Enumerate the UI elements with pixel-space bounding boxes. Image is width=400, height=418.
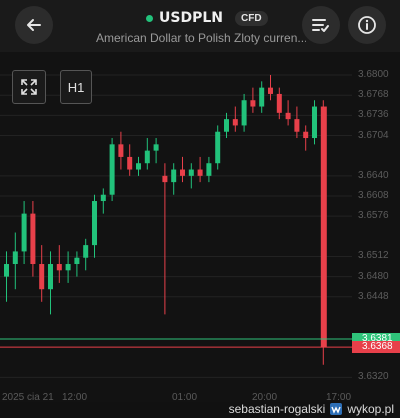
candle-body xyxy=(83,245,89,258)
price-axis-label: 3.6480 xyxy=(358,270,389,282)
price-axis-label: 3.6320 xyxy=(358,371,389,383)
time-axis-label: 12:00 xyxy=(62,392,88,403)
timeframe-button[interactable]: H1 xyxy=(60,70,92,104)
candle-body xyxy=(285,112,291,120)
price-axis-label: 3.6512 xyxy=(358,250,389,262)
footer-strip xyxy=(0,402,400,418)
instrument-title: USDPLN CFD xyxy=(146,10,268,26)
candle-body xyxy=(276,93,282,113)
instrument-description: American Dollar to Polish Zloty curren..… xyxy=(96,31,306,45)
candle-body xyxy=(180,169,185,176)
watermark: sebastian-rogalski wykop.pl xyxy=(229,402,394,416)
symbol-label: USDPLN xyxy=(159,10,223,26)
fullscreen-button[interactable] xyxy=(12,70,46,104)
candle-body xyxy=(56,264,62,271)
candle-body xyxy=(21,213,27,252)
instrument-type-badge: CFD xyxy=(234,10,268,26)
candle-body xyxy=(136,163,141,170)
top-bar: USDPLN CFD American Dollar to Polish Zlo… xyxy=(0,0,400,52)
candle-body xyxy=(144,150,150,164)
candle-body xyxy=(109,144,115,195)
time-axis-label: 17:00 xyxy=(326,392,352,403)
candle-body xyxy=(312,106,317,139)
candle-body xyxy=(65,264,71,271)
candle-body xyxy=(206,163,212,176)
candle-body xyxy=(320,106,327,348)
time-axis-label: 01:00 xyxy=(172,392,198,403)
info-icon xyxy=(358,16,376,34)
candle-body xyxy=(294,119,300,132)
price-axis-label: 3.6768 xyxy=(358,89,389,101)
candle-body xyxy=(92,201,97,246)
candle-body xyxy=(224,119,229,132)
candle-body xyxy=(48,264,53,290)
candle-body xyxy=(215,131,221,164)
candle-body xyxy=(162,175,168,183)
candle-body xyxy=(232,119,238,126)
candle-body xyxy=(303,131,309,139)
candle-body xyxy=(197,169,203,176)
candle-body xyxy=(259,87,265,107)
market-open-indicator xyxy=(146,14,153,22)
candle-body xyxy=(39,264,45,290)
candle-body xyxy=(241,100,247,126)
candle-body xyxy=(12,251,18,265)
price-axis-label: 3.6704 xyxy=(358,129,389,141)
back-button[interactable] xyxy=(15,6,53,44)
price-axis-label: 3.6448 xyxy=(358,290,389,302)
watchlist-button[interactable] xyxy=(302,6,340,44)
arrow-left-icon xyxy=(27,19,41,31)
expand-arrows-icon xyxy=(21,79,37,95)
candle-body xyxy=(153,144,159,151)
price-axis-label: 3.6800 xyxy=(358,69,389,81)
candle-body xyxy=(268,87,273,94)
candle-body xyxy=(4,264,9,277)
price-chart[interactable] xyxy=(0,52,400,418)
watermark-site: wykop.pl xyxy=(347,402,394,416)
candle-body xyxy=(74,257,80,265)
time-axis-label: 20:00 xyxy=(252,392,278,403)
price-axis-label: 3.6608 xyxy=(358,189,389,201)
candle-body xyxy=(171,169,177,183)
candle-body xyxy=(250,100,256,107)
candle-body xyxy=(30,213,36,265)
price-axis-label: 3.6640 xyxy=(358,169,389,181)
watermark-author: sebastian-rogalski xyxy=(228,402,326,416)
time-axis-label: 2025 cia 21 xyxy=(2,392,54,403)
list-check-icon xyxy=(312,19,329,32)
candlestick-chart[interactable] xyxy=(0,52,400,418)
info-button[interactable] xyxy=(348,6,386,44)
candle-body xyxy=(127,156,133,170)
ask-price-tag: 3.6368 xyxy=(352,341,400,354)
candle-body xyxy=(188,169,194,176)
candle-body xyxy=(100,194,106,202)
wykop-logo-icon xyxy=(330,403,343,415)
price-axis-label: 3.6576 xyxy=(358,210,389,222)
price-axis-label: 3.6736 xyxy=(358,109,389,121)
candle-body xyxy=(118,144,124,157)
